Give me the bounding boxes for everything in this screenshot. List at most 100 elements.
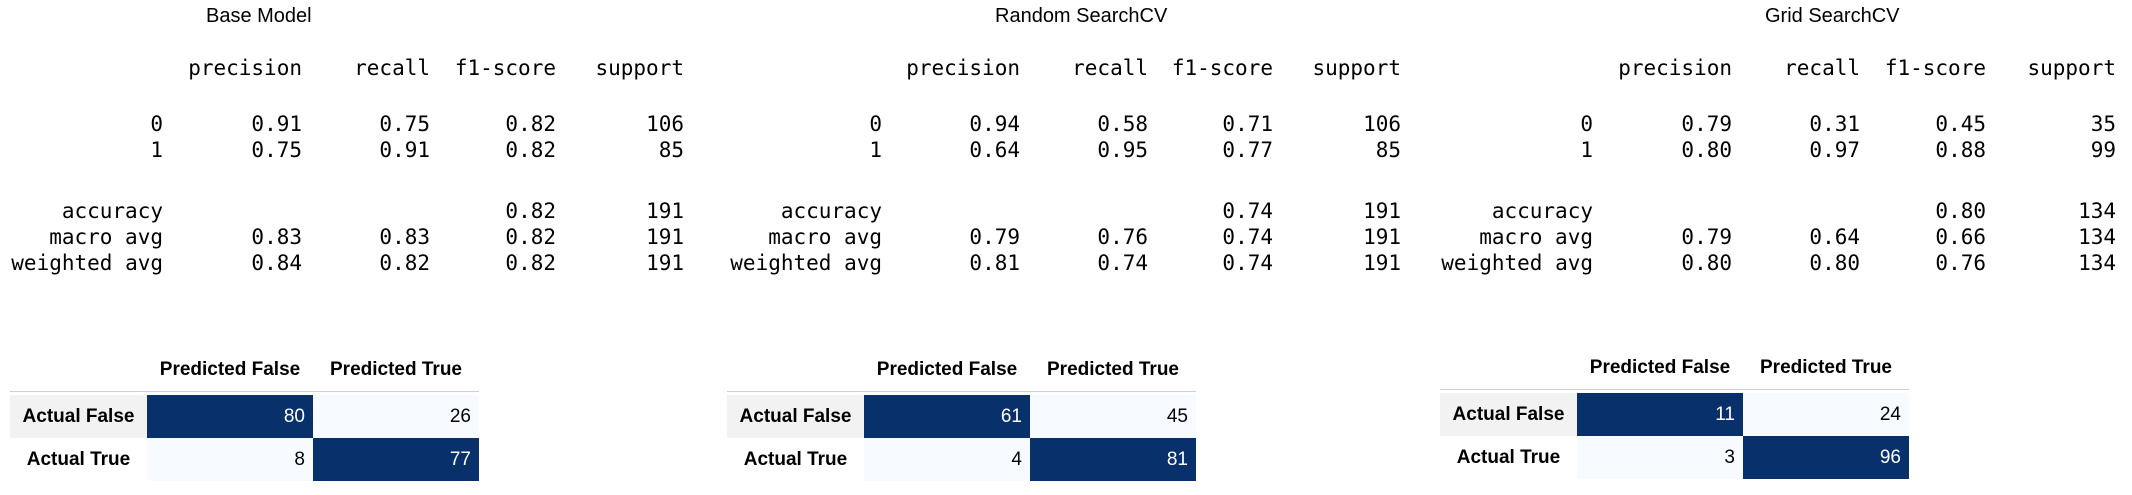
report-cell: 0.82	[379, 251, 430, 275]
report-row: accuracy 0.74 191	[720, 199, 1420, 225]
report-row-label: weighted avg	[11, 251, 163, 275]
report-cell: 0.74	[1222, 199, 1273, 223]
panel-title: Grid SearchCV	[1765, 5, 1900, 27]
report-row: accuracy 0.80 134	[1436, 199, 2132, 225]
confusion-row-label: Actual True	[727, 438, 864, 481]
confusion-cell: 45	[1030, 395, 1196, 438]
report-row: weighted avg 0.84 0.82 0.82 191	[0, 251, 700, 277]
report-row: accuracy 0.82 191	[0, 199, 700, 225]
report-cell: 35	[2090, 112, 2116, 136]
report-header-row: precision recall f1-score support	[1436, 56, 2132, 82]
report-cell: 0.64	[1809, 225, 1860, 249]
report-cell: 0.83	[379, 225, 430, 249]
confusion-row-label: Actual False	[1440, 393, 1577, 436]
report-column-header: f1-score	[454, 56, 556, 80]
report-row-label: 0	[1580, 112, 1593, 136]
model-panel: Base Model precision recall f1-score support…	[0, 0, 716, 495]
report-cell: 191	[646, 251, 684, 275]
report-cell: 0.82	[505, 138, 556, 162]
confusion-cell: 77	[313, 438, 479, 481]
report-row-label: macro avg	[768, 225, 882, 249]
report-column-header: recall	[354, 56, 430, 80]
report-row-label: 1	[869, 138, 882, 162]
report-cell: 0.83	[251, 225, 302, 249]
confusion-cell: 61	[864, 395, 1030, 438]
confusion-row-label: Actual False	[10, 395, 147, 438]
report-cell: 191	[1363, 251, 1401, 275]
report-cell: 0.76	[1935, 251, 1986, 275]
report-cell: 0.74	[1222, 225, 1273, 249]
panel-title: Random SearchCV	[995, 5, 1168, 27]
report-cell: 0.79	[969, 225, 1020, 249]
panel-title: Base Model	[206, 5, 312, 27]
report-cell: 0.88	[1935, 138, 1986, 162]
report-cell: 0.80	[1681, 251, 1732, 275]
confusion-matrix: Predicted False Predicted True Actual Fals…	[1440, 353, 1910, 483]
report-column-header: support	[595, 56, 684, 80]
classification-report: precision recall f1-score support 0 0.91 0.75 0…	[0, 56, 700, 286]
confusion-row-label: Actual False	[727, 395, 864, 438]
confusion-column-header: Predicted False	[876, 359, 1018, 380]
report-header-row: precision recall f1-score support	[0, 56, 700, 82]
report-cell: 0.82	[505, 112, 556, 136]
report-cell: 0.74	[1222, 251, 1273, 275]
report-row-label: weighted avg	[730, 251, 882, 275]
report-cell: 99	[2090, 138, 2116, 162]
report-cell: 85	[658, 138, 684, 162]
report-cell: 0.74	[1097, 251, 1148, 275]
classification-report: precision recall f1-score support 0 0.94 0.58 0…	[720, 56, 1420, 286]
report-cell: 134	[2078, 225, 2116, 249]
report-row: 1 0.80 0.97 0.88 99	[1436, 138, 2132, 164]
confusion-cell: 80	[147, 395, 313, 438]
report-column-header: support	[2027, 56, 2116, 80]
report-column-header: f1-score	[1171, 56, 1273, 80]
model-panel: Random SearchCV precision recall f1-score su…	[720, 0, 1436, 495]
report-cell: 0.80	[1809, 251, 1860, 275]
report-cell: 0.81	[969, 251, 1020, 275]
report-column-header: precision	[906, 56, 1020, 80]
report-row: 0 0.91 0.75 0.82 106	[0, 112, 700, 138]
report-row-label: 1	[1580, 138, 1593, 162]
report-cell: 0.91	[251, 112, 302, 136]
report-cell: 0.79	[1681, 112, 1732, 136]
report-cell: 0.66	[1935, 225, 1986, 249]
report-cell: 85	[1375, 138, 1401, 162]
confusion-column-header: Predicted False	[1589, 357, 1731, 378]
report-cell: 0.82	[505, 199, 556, 223]
report-cell: 0.77	[1222, 138, 1273, 162]
report-cell: 0.91	[379, 138, 430, 162]
confusion-row-label: Actual True	[1440, 436, 1577, 479]
report-row: weighted avg 0.80 0.80 0.76 134	[1436, 251, 2132, 277]
report-cell: 0.94	[969, 112, 1020, 136]
report-cell: 0.84	[251, 251, 302, 275]
report-row-label: 0	[150, 112, 163, 136]
report-row: 0 0.79 0.31 0.45 35	[1436, 112, 2132, 138]
report-cell: 191	[1363, 225, 1401, 249]
report-cell: 134	[2078, 251, 2116, 275]
report-row: 1 0.75 0.91 0.82 85	[0, 138, 700, 164]
report-row-label: macro avg	[49, 225, 163, 249]
report-cell: 0.75	[251, 138, 302, 162]
report-cell: 0.64	[969, 138, 1020, 162]
report-row-label: weighted avg	[1441, 251, 1593, 275]
confusion-header-divider	[10, 391, 479, 392]
confusion-cell: 8	[147, 438, 313, 481]
report-row-label: accuracy	[1491, 199, 1593, 223]
report-row: weighted avg 0.81 0.74 0.74 191	[720, 251, 1420, 277]
report-cell: 191	[646, 199, 684, 223]
confusion-matrix: Predicted False Predicted True Actual Fals…	[10, 355, 480, 485]
classification-report: precision recall f1-score support 0 0.79 0.31 0…	[1436, 56, 2132, 286]
report-cell: 191	[646, 225, 684, 249]
confusion-header-divider	[1440, 389, 1909, 390]
report-row: macro avg 0.83 0.83 0.82 191	[0, 225, 700, 251]
confusion-cell: 26	[313, 395, 479, 438]
report-row: macro avg 0.79 0.64 0.66 134	[1436, 225, 2132, 251]
report-cell: 106	[1363, 112, 1401, 136]
confusion-cell: 3	[1577, 436, 1743, 479]
confusion-column-header: Predicted True	[330, 359, 462, 380]
confusion-header-divider	[727, 391, 1196, 392]
confusion-cell: 24	[1743, 393, 1909, 436]
report-cell: 0.71	[1222, 112, 1273, 136]
report-cell: 0.82	[505, 225, 556, 249]
report-cell: 134	[2078, 199, 2116, 223]
